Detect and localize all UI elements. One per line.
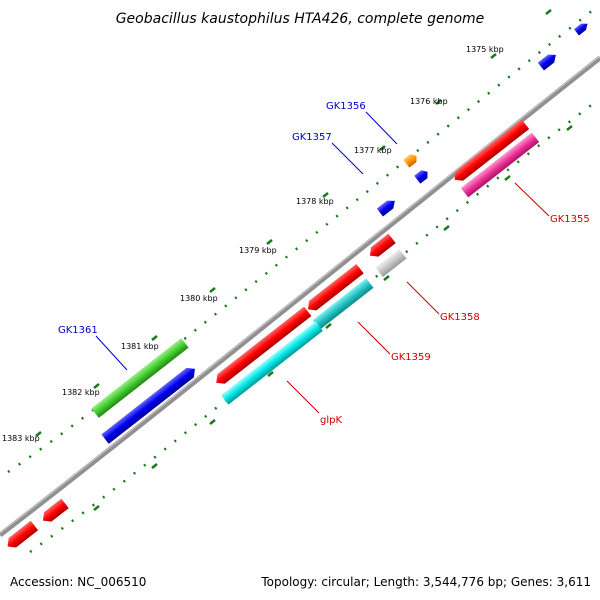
leader-glpk xyxy=(286,380,320,414)
leader-gk1357 xyxy=(331,142,364,175)
gene-gk1359[interactable] xyxy=(312,278,374,330)
gene-forward-top[interactable] xyxy=(574,21,590,36)
accession-text: Accession: NC_006510 xyxy=(10,575,146,589)
tick-label-1375: 1375 kbp xyxy=(466,45,504,54)
label-gk1355[interactable]: GK1355 xyxy=(550,214,590,225)
gene-gk1355[interactable] xyxy=(460,132,540,198)
inner-major-ticks xyxy=(93,125,573,511)
gene-red-1384b[interactable] xyxy=(4,520,39,551)
gene-forward-blue-long[interactable] xyxy=(101,364,198,444)
outer-major-ticks xyxy=(35,9,552,437)
tick-label-1383: 1383 kbp xyxy=(2,434,40,443)
label-gk1361[interactable]: GK1361 xyxy=(58,325,98,336)
gene-gk1356[interactable] xyxy=(403,152,419,168)
forward-gene-labels: GK1356 GK1357 GK1361 xyxy=(58,101,398,371)
tick-labels: 1375 kbp 1376 kbp 1377 kbp 1378 kbp 1379… xyxy=(2,45,504,443)
gene-gk1357[interactable] xyxy=(414,168,430,184)
leader-gk1359 xyxy=(357,321,391,355)
gene-gk1361[interactable] xyxy=(91,338,189,418)
tick-label-1376: 1376 kbp xyxy=(410,97,448,106)
label-gk1358[interactable]: GK1358 xyxy=(440,312,480,323)
gene-red-1380[interactable] xyxy=(213,306,312,388)
leader-gk1358 xyxy=(406,281,440,315)
label-gk1356[interactable]: GK1356 xyxy=(326,101,366,112)
gene-red-1376[interactable] xyxy=(451,119,530,185)
outer-ruler-dots xyxy=(7,5,599,474)
gene-red-1379[interactable] xyxy=(304,263,364,314)
tick-label-1379: 1379 kbp xyxy=(239,246,277,255)
tick-label-1378: 1378 kbp xyxy=(296,197,334,206)
reverse-gene-labels: GK1355 GK1358 GK1359 glpK xyxy=(286,182,590,426)
leader-gk1361 xyxy=(95,335,128,371)
gene-forward-1375[interactable] xyxy=(537,51,559,71)
reverse-genes xyxy=(4,119,540,551)
forward-genes xyxy=(91,21,590,444)
gene-glpk[interactable] xyxy=(221,321,323,405)
label-gk1357[interactable]: GK1357 xyxy=(292,132,332,143)
inner-ruler-dots xyxy=(29,99,599,554)
tick-label-1382: 1382 kbp xyxy=(62,388,100,397)
genome-backbone-highlight xyxy=(0,55,600,534)
gene-red-1384a[interactable] xyxy=(39,498,69,526)
label-glpk[interactable]: glpK xyxy=(320,415,342,426)
gene-gk1358[interactable] xyxy=(375,249,407,277)
tick-label-1381: 1381 kbp xyxy=(121,342,159,351)
label-gk1359[interactable]: GK1359 xyxy=(391,352,431,363)
tick-label-1377: 1377 kbp xyxy=(354,146,392,155)
tick-label-1380: 1380 kbp xyxy=(180,294,218,303)
genome-summary-text: Topology: circular; Length: 3,544,776 bp… xyxy=(260,575,591,589)
leader-gk1356 xyxy=(365,111,398,145)
map-title: Geobacillus kaustophilus HTA426, complet… xyxy=(116,11,485,27)
gene-red-1378[interactable] xyxy=(366,233,396,261)
gene-forward-1378[interactable] xyxy=(376,197,398,217)
leader-gk1355 xyxy=(514,182,550,217)
